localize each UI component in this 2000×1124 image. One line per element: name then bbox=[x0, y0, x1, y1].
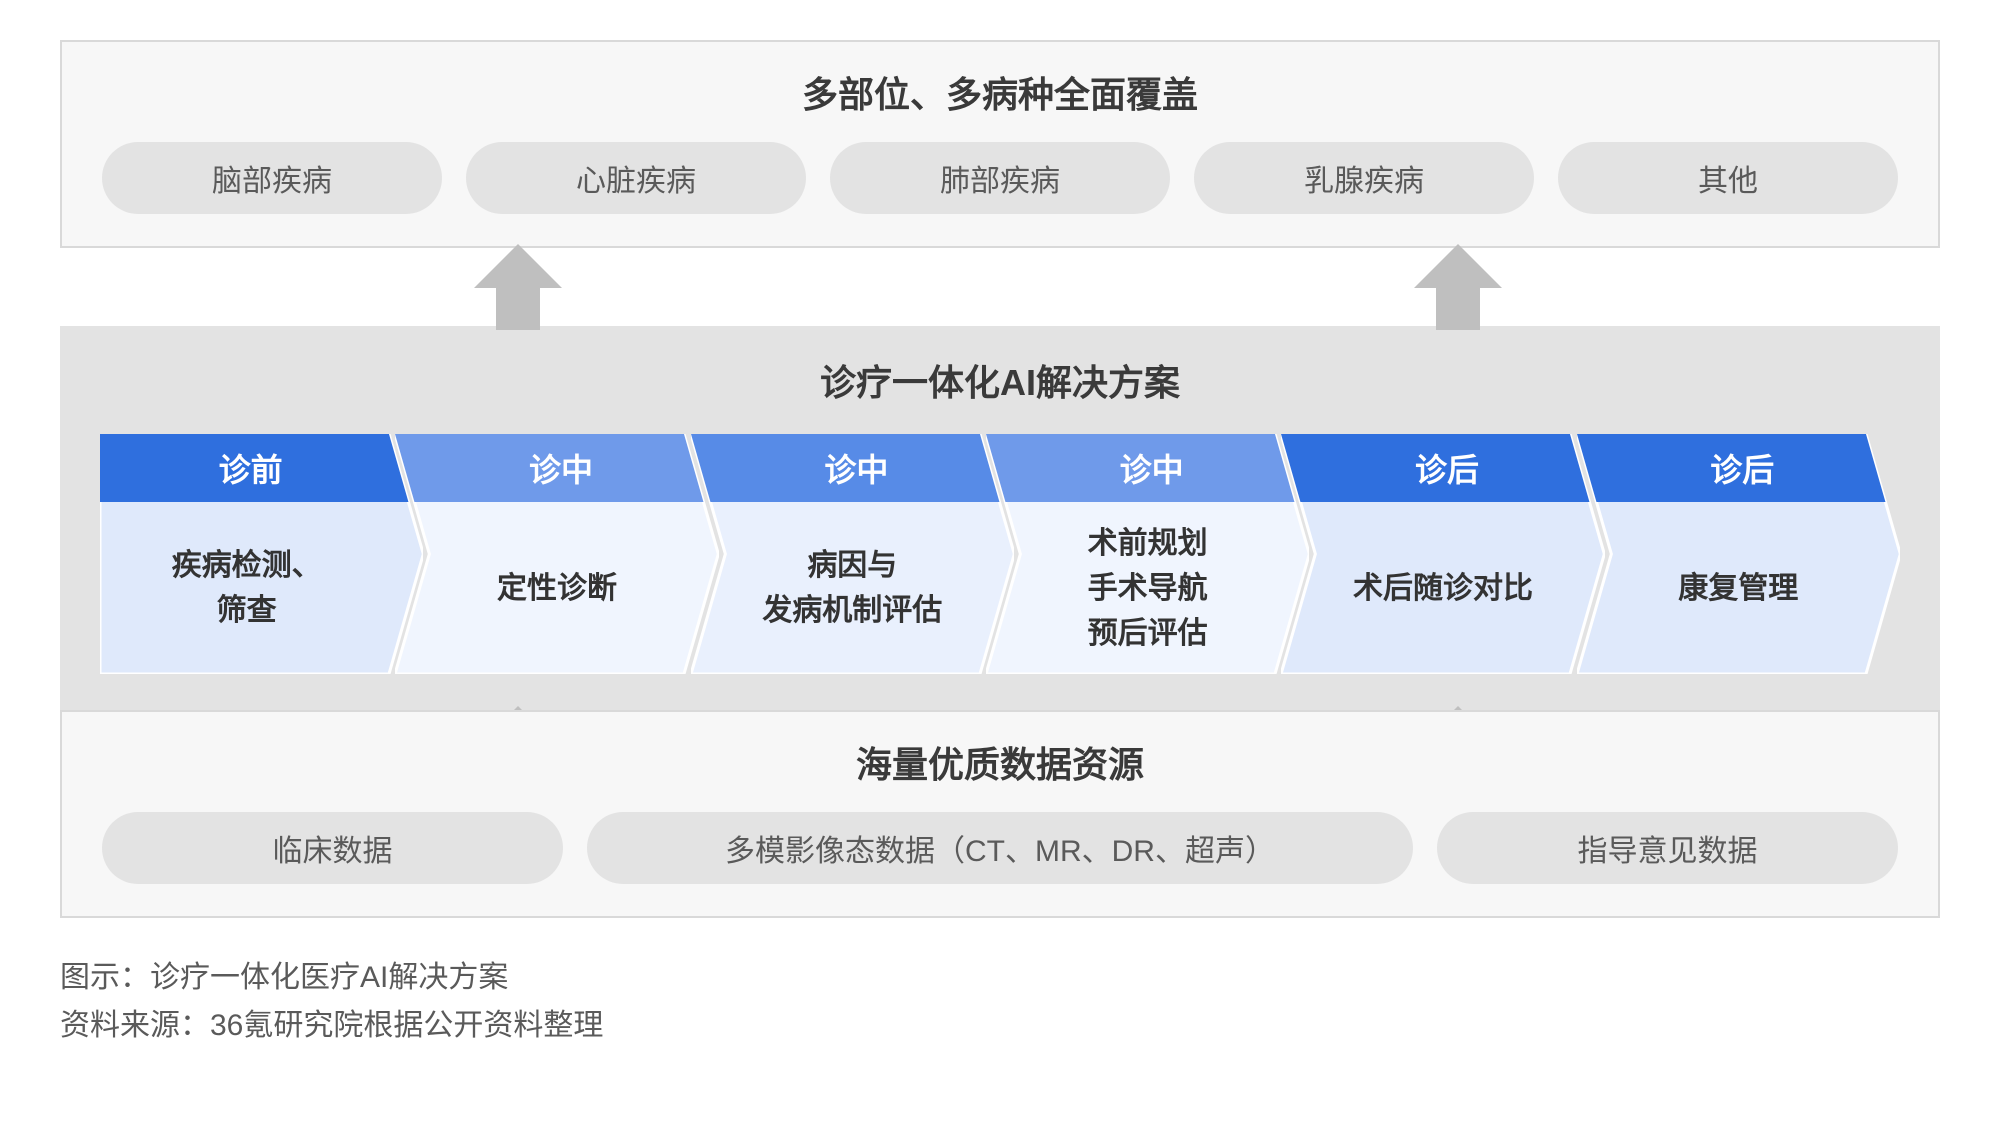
data-pill: 指导意见数据 bbox=[1437, 812, 1898, 884]
arrow-up-icon bbox=[1436, 288, 1480, 330]
disease-pill: 乳腺疾病 bbox=[1194, 142, 1534, 214]
step-body-label: 康复管理 bbox=[1577, 502, 1870, 674]
process-flow: 诊前 疾病检测、 筛查 诊中 定性诊断 诊中 病因与 发病机制评估 诊中 术前规… bbox=[100, 434, 1900, 674]
step-phase-label: 诊中 bbox=[691, 434, 984, 502]
step-body-label: 术后随诊对比 bbox=[1281, 502, 1574, 674]
step-phase-label: 诊后 bbox=[1577, 434, 1870, 502]
disease-pill: 脑部疾病 bbox=[102, 142, 442, 214]
disease-pill: 其他 bbox=[1558, 142, 1898, 214]
middle-section-title: 诊疗一体化AI解决方案 bbox=[100, 354, 1900, 406]
step-body-label: 术前规划 手术导航 预后评估 bbox=[986, 502, 1279, 674]
arrow-up-icon bbox=[496, 288, 540, 330]
data-pill: 多模影像态数据（CT、MR、DR、超声） bbox=[587, 812, 1413, 884]
step-phase-label: 诊中 bbox=[986, 434, 1279, 502]
flow-step: 诊中 定性诊断 bbox=[395, 434, 718, 674]
flow-step: 诊中 术前规划 手术导航 预后评估 bbox=[986, 434, 1309, 674]
flow-step: 诊中 病因与 发病机制评估 bbox=[691, 434, 1014, 674]
disease-pill: 肺部疾病 bbox=[830, 142, 1170, 214]
data-pill: 临床数据 bbox=[102, 812, 563, 884]
bottom-section-title: 海量优质数据资源 bbox=[102, 736, 1898, 788]
top-pill-row: 脑部疾病 心脏疾病 肺部疾病 乳腺疾病 其他 bbox=[102, 142, 1898, 214]
flow-step: 诊前 疾病检测、 筛查 bbox=[100, 434, 423, 674]
step-phase-label: 诊后 bbox=[1281, 434, 1574, 502]
disease-pill: 心脏疾病 bbox=[466, 142, 806, 214]
step-body-label: 定性诊断 bbox=[395, 502, 688, 674]
footer-line: 图示：诊疗一体化医疗AI解决方案 bbox=[60, 954, 1940, 1002]
arrow-up-icon bbox=[474, 244, 562, 288]
top-section: 多部位、多病种全面覆盖 脑部疾病 心脏疾病 肺部疾病 乳腺疾病 其他 bbox=[60, 40, 1940, 248]
arrow-up-icon bbox=[1414, 244, 1502, 288]
footer-caption: 图示：诊疗一体化医疗AI解决方案 资料来源：36氪研究院根据公开资料整理 bbox=[60, 954, 1940, 1050]
step-body-label: 病因与 发病机制评估 bbox=[691, 502, 984, 674]
flow-step: 诊后 康复管理 bbox=[1577, 434, 1900, 674]
middle-section: 诊疗一体化AI解决方案 诊前 疾病检测、 筛查 诊中 定性诊断 诊中 病因与 发… bbox=[60, 326, 1940, 710]
bottom-section: 海量优质数据资源 临床数据 多模影像态数据（CT、MR、DR、超声） 指导意见数… bbox=[60, 710, 1940, 918]
top-section-title: 多部位、多病种全面覆盖 bbox=[102, 66, 1898, 118]
bottom-pill-row: 临床数据 多模影像态数据（CT、MR、DR、超声） 指导意见数据 bbox=[102, 812, 1898, 884]
step-body-label: 疾病检测、 筛查 bbox=[100, 502, 393, 674]
flow-step: 诊后 术后随诊对比 bbox=[1281, 434, 1604, 674]
footer-line: 资料来源：36氪研究院根据公开资料整理 bbox=[60, 1002, 1940, 1050]
step-phase-label: 诊中 bbox=[395, 434, 688, 502]
step-phase-label: 诊前 bbox=[100, 434, 393, 502]
